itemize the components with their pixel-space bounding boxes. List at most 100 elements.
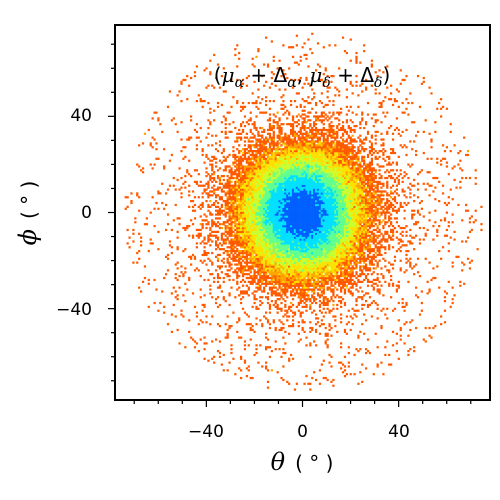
density-cell xyxy=(263,190,266,193)
density-cell xyxy=(190,219,193,222)
density-cell xyxy=(288,194,291,197)
density-cell xyxy=(343,225,347,228)
density-cell xyxy=(320,201,323,205)
density-cell xyxy=(255,211,258,214)
density-cell xyxy=(253,225,256,228)
density-cell xyxy=(274,238,277,241)
density-cell xyxy=(182,273,185,276)
density-cell xyxy=(293,275,297,278)
density-cell xyxy=(347,309,350,312)
density-cell xyxy=(261,225,264,228)
density-cell xyxy=(384,223,387,226)
density-cell xyxy=(286,280,289,283)
density-cell xyxy=(241,292,245,295)
density-cell xyxy=(284,201,287,205)
density-cell xyxy=(266,213,270,216)
density-cell xyxy=(290,226,293,230)
density-cell xyxy=(305,271,308,274)
density-cell xyxy=(230,207,233,210)
density-cell xyxy=(153,278,156,282)
density-cell xyxy=(293,313,297,316)
density-cell xyxy=(261,201,264,205)
density-cell xyxy=(211,225,214,228)
density-cell xyxy=(291,255,295,258)
density-cell xyxy=(259,244,262,247)
density-cell xyxy=(359,238,362,241)
density-cell xyxy=(322,298,325,301)
density-cell xyxy=(311,219,314,222)
density-cell xyxy=(245,323,248,326)
density-cell xyxy=(315,232,318,235)
density-cell xyxy=(157,192,160,195)
density-cell xyxy=(230,348,233,351)
density-cell xyxy=(416,221,420,224)
density-cell xyxy=(349,203,352,207)
density-cell xyxy=(363,226,366,230)
density-cell xyxy=(247,265,250,268)
density-cell xyxy=(261,255,264,258)
density-cell xyxy=(420,309,423,312)
density-cell xyxy=(291,315,295,318)
density-cell xyxy=(349,259,352,262)
density-cell xyxy=(272,321,275,324)
density-cell xyxy=(203,336,206,339)
density-cell xyxy=(263,213,266,216)
density-cell xyxy=(274,267,277,270)
density-cell xyxy=(274,211,277,214)
density-cell xyxy=(170,246,173,249)
density-cell xyxy=(268,226,272,230)
density-cell xyxy=(318,276,322,280)
density-cell xyxy=(266,250,270,253)
density-cell xyxy=(270,219,273,222)
density-cell xyxy=(361,253,364,257)
density-cell xyxy=(251,225,254,228)
density-cell xyxy=(355,209,358,212)
density-cell xyxy=(282,238,285,241)
density-cell xyxy=(186,226,189,230)
density-cell xyxy=(280,205,283,208)
density-cell xyxy=(280,257,283,260)
density-cell xyxy=(295,226,298,230)
density-cell xyxy=(282,200,285,203)
density-cell xyxy=(316,284,320,287)
density-cell xyxy=(343,198,347,201)
density-cell xyxy=(226,230,229,233)
density-cell xyxy=(280,225,283,228)
density-cell xyxy=(359,261,362,264)
density-cell xyxy=(286,200,289,203)
density-cell xyxy=(295,219,298,222)
density-cell xyxy=(305,213,308,216)
density-cell xyxy=(272,209,275,212)
density-cell xyxy=(259,234,262,237)
density-cell xyxy=(272,238,275,241)
density-cell xyxy=(276,190,279,193)
density-cell xyxy=(240,369,243,372)
density-cell xyxy=(261,211,264,214)
density-cell xyxy=(282,234,285,237)
density-cell xyxy=(268,248,272,251)
density-cell xyxy=(382,294,385,297)
density-cell xyxy=(291,284,295,287)
density-cell xyxy=(213,276,216,280)
density-cell xyxy=(324,259,327,262)
density-cell xyxy=(334,273,337,276)
density-cell xyxy=(474,209,477,212)
density-cell xyxy=(347,273,350,276)
density-cell xyxy=(341,192,345,195)
density-cell xyxy=(276,282,279,285)
density-cell xyxy=(282,290,285,293)
density-cell xyxy=(295,201,298,205)
density-cell xyxy=(295,265,298,268)
density-cell xyxy=(357,244,360,247)
density-cell xyxy=(355,261,358,264)
density-cell xyxy=(318,275,322,278)
density-cell xyxy=(328,242,331,245)
density-cell xyxy=(278,200,281,203)
density-cell xyxy=(343,257,347,260)
density-cell xyxy=(366,280,370,283)
density-cell xyxy=(347,361,350,364)
density-cell xyxy=(284,236,287,239)
density-cell xyxy=(263,286,266,289)
density-cell xyxy=(305,207,308,210)
density-cell xyxy=(318,259,322,262)
